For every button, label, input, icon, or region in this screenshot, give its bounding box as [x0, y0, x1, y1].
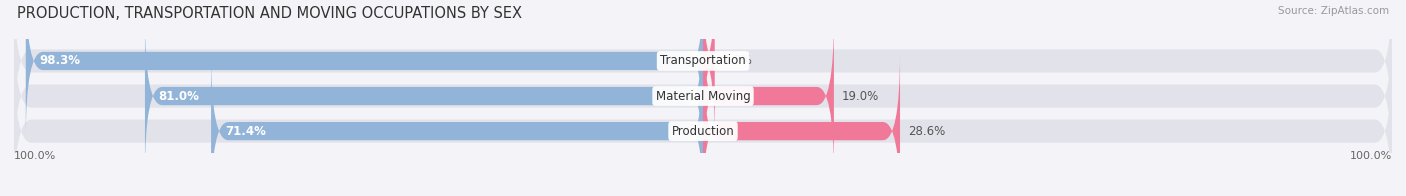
FancyBboxPatch shape: [14, 55, 1392, 196]
FancyBboxPatch shape: [211, 53, 703, 196]
Text: 1.7%: 1.7%: [723, 54, 752, 67]
FancyBboxPatch shape: [697, 0, 720, 140]
FancyBboxPatch shape: [14, 0, 1392, 137]
Text: 19.0%: 19.0%: [842, 90, 879, 103]
Text: Transportation: Transportation: [661, 54, 745, 67]
Text: 100.0%: 100.0%: [14, 151, 56, 161]
FancyBboxPatch shape: [145, 17, 703, 175]
Text: Source: ZipAtlas.com: Source: ZipAtlas.com: [1278, 6, 1389, 16]
Text: Production: Production: [672, 125, 734, 138]
Text: 71.4%: 71.4%: [225, 125, 266, 138]
Legend: Male, Female: Male, Female: [638, 195, 768, 196]
FancyBboxPatch shape: [25, 0, 703, 140]
Text: 98.3%: 98.3%: [39, 54, 80, 67]
Text: 28.6%: 28.6%: [908, 125, 946, 138]
Text: 100.0%: 100.0%: [1350, 151, 1392, 161]
FancyBboxPatch shape: [703, 53, 900, 196]
Text: 81.0%: 81.0%: [159, 90, 200, 103]
Text: PRODUCTION, TRANSPORTATION AND MOVING OCCUPATIONS BY SEX: PRODUCTION, TRANSPORTATION AND MOVING OC…: [17, 6, 522, 21]
FancyBboxPatch shape: [14, 20, 1392, 172]
Text: Material Moving: Material Moving: [655, 90, 751, 103]
FancyBboxPatch shape: [703, 17, 834, 175]
